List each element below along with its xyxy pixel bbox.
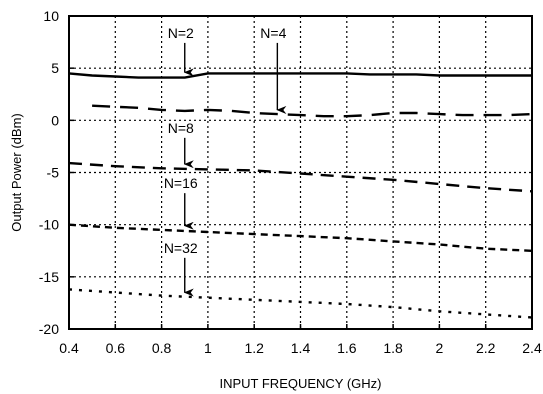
x-tick-label: 1.2 xyxy=(244,340,264,356)
x-tick-label: 0.6 xyxy=(106,340,126,356)
series-line-n4 xyxy=(92,104,533,118)
tick-labels: 0.4 0.6 0.8 1 1.2 1.4 1.6 1.8 2 2.2 2.4 -20 -15 -10 -5… xyxy=(39,8,542,356)
y-tick-label: -20 xyxy=(39,321,59,337)
series-line-n16 xyxy=(68,223,533,252)
series-lines xyxy=(68,72,533,319)
x-tick-label: 1 xyxy=(204,340,212,356)
y-tick-label: 5 xyxy=(51,60,59,76)
x-tick-label: 2 xyxy=(436,340,444,356)
x-tick-label: 2.2 xyxy=(476,340,496,356)
annotations: N=2 N=4 N=8 N=16 N=32 xyxy=(164,25,287,297)
annotation-label: N=8 xyxy=(168,120,194,136)
x-axis-label: INPUT FREQUENCY (GHz) xyxy=(219,376,381,391)
series-line-n32 xyxy=(68,288,533,319)
x-tick-label: 2.4 xyxy=(522,340,542,356)
y-tick-label: -10 xyxy=(39,217,59,233)
annotation-label: N=32 xyxy=(164,240,198,256)
series-line-n8 xyxy=(68,161,533,193)
y-axis-label: Output Power (dBm) xyxy=(9,113,24,232)
y-tick-label: -15 xyxy=(39,269,59,285)
y-tick-label: 10 xyxy=(43,8,59,24)
grid-lines xyxy=(69,16,532,329)
y-tick-label: -5 xyxy=(47,165,60,181)
annotation-label: N=16 xyxy=(164,175,198,191)
x-tick-label: 1.6 xyxy=(337,340,357,356)
x-tick-label: 1.8 xyxy=(383,340,403,356)
annotation-label: N=4 xyxy=(260,25,286,41)
x-tick-label: 0.8 xyxy=(152,340,172,356)
y-tick-label: 0 xyxy=(51,112,59,128)
annotation-label: N=2 xyxy=(168,25,194,41)
x-tick-label: 0.4 xyxy=(59,340,79,356)
series-line-n2 xyxy=(68,72,532,79)
x-tick-label: 1.4 xyxy=(291,340,311,356)
